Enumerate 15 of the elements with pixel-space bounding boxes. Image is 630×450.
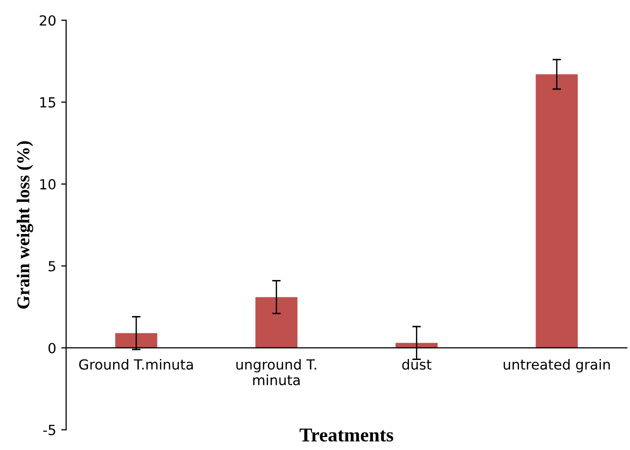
- x-tick-label: dust: [402, 358, 432, 370]
- bar: [115, 333, 158, 348]
- y-tick-label: 5: [48, 261, 56, 272]
- y-axis-title: Grain weight loss (%): [16, 141, 34, 309]
- bar: [255, 297, 298, 348]
- bar: [536, 74, 578, 348]
- y-tick-label: 20: [40, 15, 56, 26]
- y-tick-label: 0: [48, 342, 56, 354]
- x-tick-label: untreated grain: [504, 358, 610, 372]
- x-axis-title: Treatments: [300, 428, 394, 442]
- x-tick-label: unground T. minuta: [236, 358, 316, 386]
- x-tick-label: Ground T.minuta: [79, 358, 193, 370]
- y-tick-label: -5: [43, 424, 56, 436]
- y-tick-label: 10: [40, 179, 56, 190]
- y-tick-label: 15: [40, 97, 56, 108]
